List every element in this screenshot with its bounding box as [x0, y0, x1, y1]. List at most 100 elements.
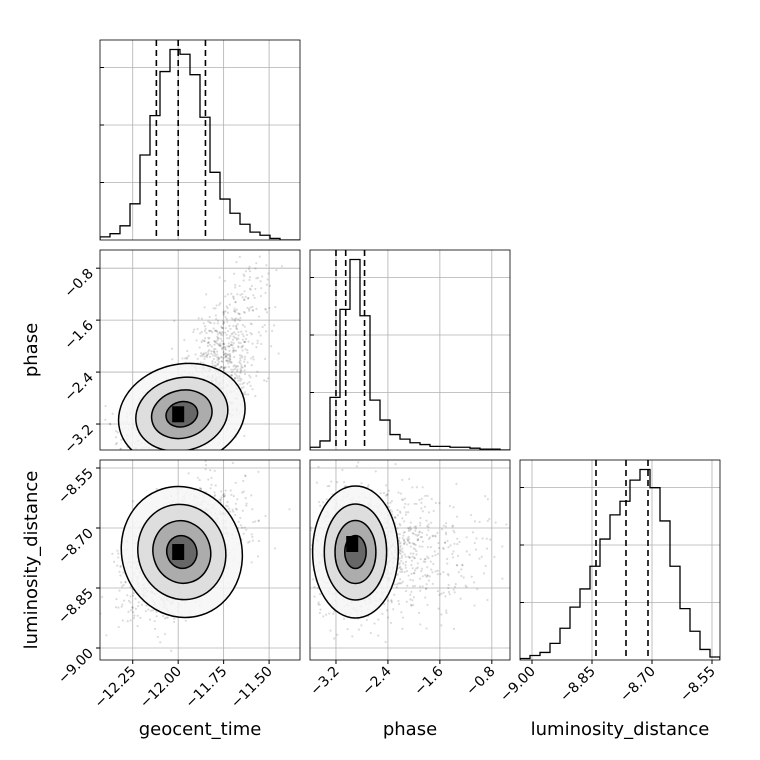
scatter-point [230, 493, 233, 496]
scatter-point [250, 364, 253, 367]
scatter-point [451, 524, 455, 527]
scatter-point [420, 507, 423, 510]
scatter-point [229, 359, 232, 362]
scatter-point [407, 527, 410, 530]
scatter-point [461, 564, 464, 567]
scatter-point [235, 325, 238, 328]
panel-frame [519, 459, 721, 661]
scatter-point [400, 582, 403, 585]
scatter-point [461, 563, 464, 566]
scatter-point [109, 423, 112, 426]
scatter-point [421, 486, 424, 489]
scatter-point [219, 344, 223, 347]
scatter-point [245, 504, 248, 507]
scatter-point [238, 255, 241, 259]
scatter-point [121, 619, 124, 622]
scatter-point [232, 297, 235, 301]
scatter-point [239, 342, 242, 345]
scatter-point [235, 338, 238, 341]
scatter-point [357, 461, 360, 464]
scatter-point [228, 357, 231, 360]
scatter-point [123, 455, 125, 457]
scatter-point [428, 575, 431, 578]
scatter-point [215, 341, 218, 345]
scatter-point [437, 541, 440, 545]
scatter-point [257, 331, 261, 334]
scatter-point [234, 481, 237, 484]
scatter-point [237, 346, 240, 349]
scatter-point [395, 586, 398, 589]
scatter-point [237, 379, 240, 382]
scatter-point [131, 606, 134, 609]
scatter-point [219, 333, 223, 336]
scatter-point [240, 378, 243, 381]
scatter-point [120, 605, 123, 608]
scatter-point [485, 547, 489, 550]
scatter-point [389, 501, 392, 504]
scatter-point [412, 572, 416, 575]
scatter-point [173, 319, 176, 322]
scatter-point [211, 362, 214, 365]
scatter-point [243, 325, 246, 328]
scatter-point [413, 502, 416, 505]
scatter-point [219, 366, 223, 369]
scatter-point [205, 293, 208, 296]
scatter-point [246, 452, 248, 454]
scatter-point [204, 460, 207, 463]
scatter-point [420, 570, 423, 573]
scatter-point [221, 320, 224, 323]
scatter-point [394, 516, 397, 519]
scatter-point [122, 571, 125, 574]
scatter-point [421, 585, 424, 588]
scatter-point [226, 353, 229, 356]
scatter-point [410, 590, 413, 593]
scatter-point [501, 577, 504, 580]
scatter-point [114, 443, 118, 446]
scatter-point [249, 288, 252, 291]
scatter-point [413, 557, 416, 560]
scatter-point [424, 558, 427, 561]
scatter-point [235, 261, 238, 264]
scatter-point [226, 320, 229, 323]
scatter-point [210, 476, 213, 479]
scatter-point [129, 619, 132, 622]
scatter-point [198, 346, 201, 349]
scatter-point [205, 331, 208, 335]
scatter-point [234, 502, 237, 505]
scatter-point [405, 511, 408, 514]
scatter-point [216, 342, 220, 346]
scatter-point [456, 543, 459, 546]
scatter-point [212, 307, 215, 310]
scatter-point [312, 578, 315, 581]
scatter-point [235, 327, 239, 331]
scatter-point [158, 461, 160, 463]
scatter-point [318, 611, 321, 615]
scatter-point [208, 329, 211, 332]
scatter-point [222, 495, 226, 498]
scatter-point [220, 365, 223, 368]
scatter-point [237, 334, 240, 337]
scatter-point [402, 534, 405, 537]
scatter-point [456, 554, 460, 557]
scatter-point [228, 360, 231, 364]
scatter-point [412, 596, 415, 599]
scatter-point [379, 492, 382, 495]
scatter-point [248, 278, 251, 282]
scatter-point [447, 586, 450, 590]
scatter-point [221, 357, 225, 360]
scatter-point [373, 622, 376, 625]
scatter-point [234, 286, 237, 289]
scatter-point [121, 603, 124, 606]
scatter-point [234, 372, 237, 376]
scatter-point [121, 585, 124, 588]
scatter-point [426, 555, 429, 558]
scatter-point [225, 305, 228, 308]
scatter-point [107, 454, 109, 456]
scatter-point [249, 384, 252, 387]
scatter-point [132, 616, 136, 620]
scatter-point [248, 309, 251, 312]
scatter-point [390, 510, 394, 513]
scatter-point [216, 333, 219, 336]
scatter-point [399, 544, 402, 547]
scatter-point [226, 500, 229, 504]
